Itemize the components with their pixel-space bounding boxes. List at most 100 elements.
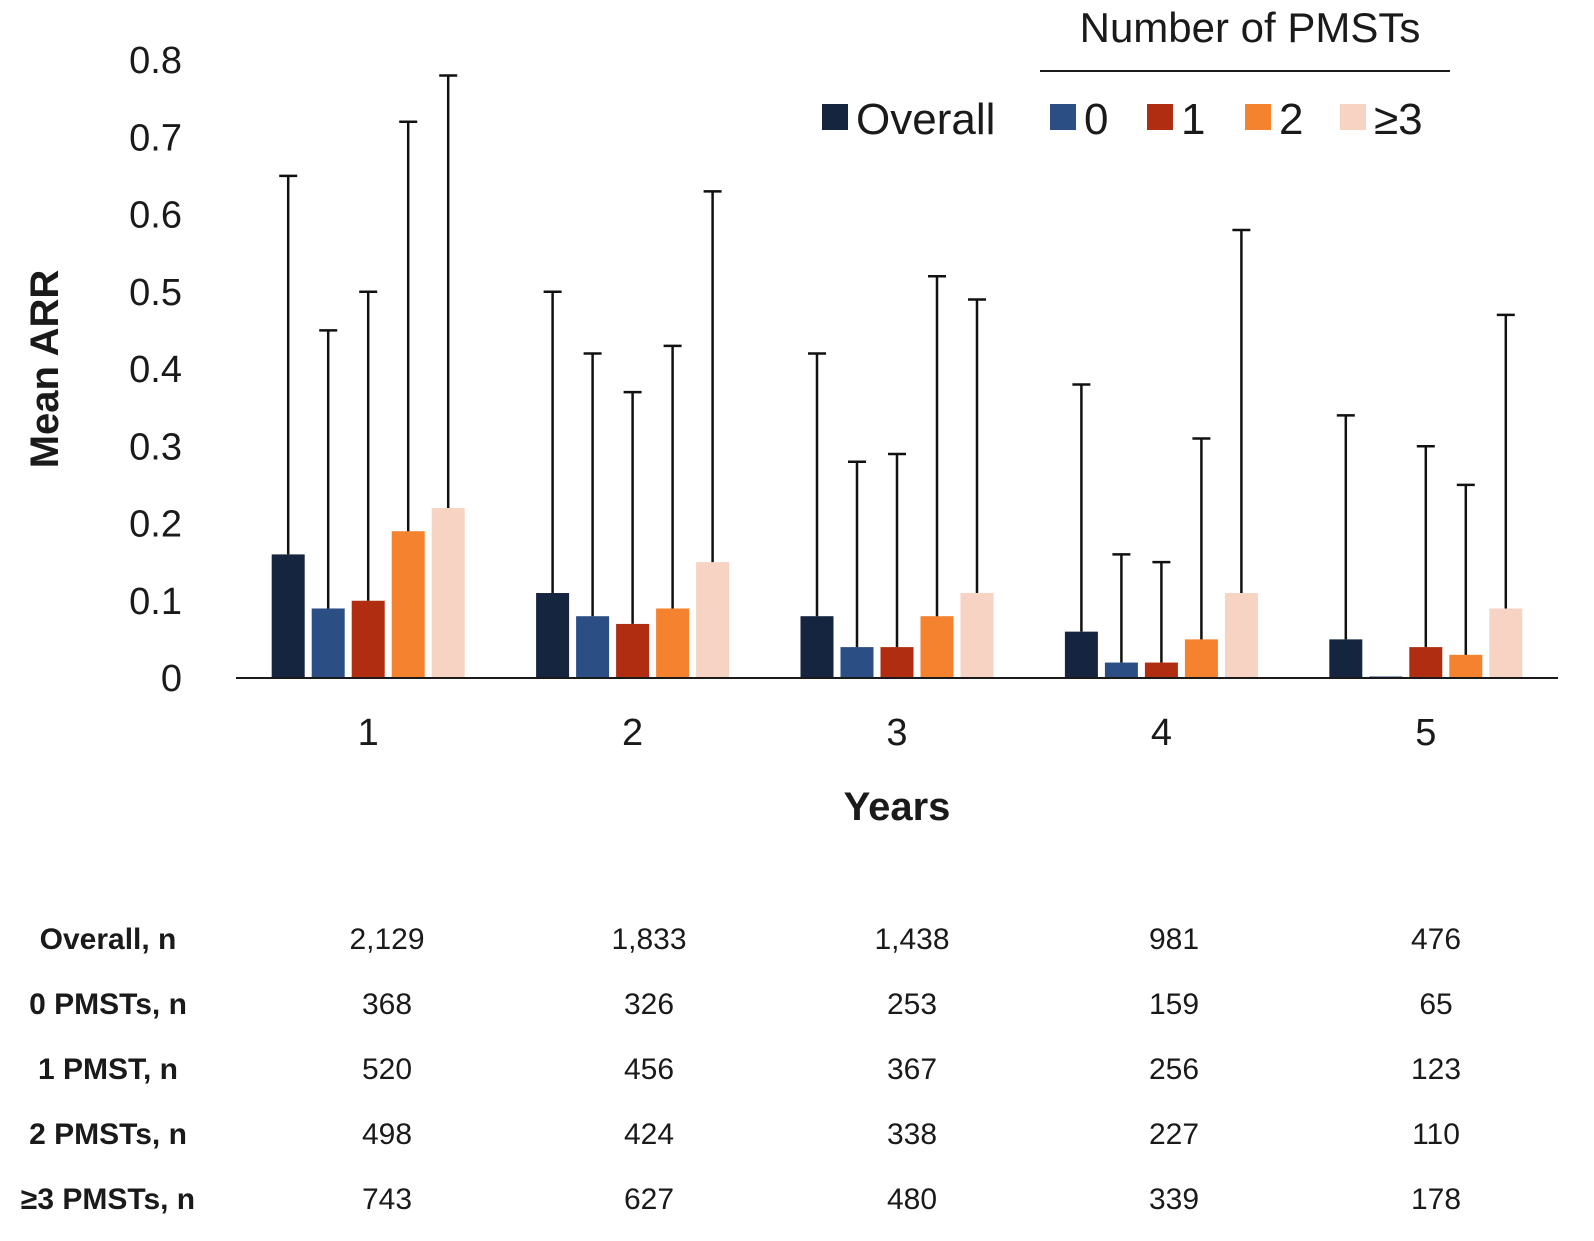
legend-title: Number of PMSTs xyxy=(1080,4,1421,51)
table-cell: 456 xyxy=(624,1053,674,1086)
y-tick-label: 0.5 xyxy=(129,272,182,314)
legend-swatch xyxy=(822,104,848,130)
x-tick-label: 5 xyxy=(1415,712,1436,754)
bar-year4-pmstge3 xyxy=(1224,593,1258,678)
error-bar xyxy=(1336,414,1355,640)
bar-year3-pmst1 xyxy=(880,647,914,678)
bar-year5-pmst1 xyxy=(1409,647,1443,678)
table-row-label: ≥3 PMSTs, n xyxy=(21,1183,195,1216)
table-row-label: Overall, n xyxy=(40,923,177,956)
x-axis-title: Years xyxy=(844,785,951,829)
bar-year1-pmst2 xyxy=(391,531,425,678)
error-bars xyxy=(279,74,1515,663)
bar-year3-pmst0 xyxy=(840,647,874,678)
y-tick-label: 0.2 xyxy=(129,504,182,546)
error-bar xyxy=(888,452,906,648)
error-bar xyxy=(319,329,338,609)
bar-year5-pmst2 xyxy=(1449,654,1483,678)
legend-label: 2 xyxy=(1279,95,1303,144)
legend-item: 1 xyxy=(1147,95,1205,144)
table-cell: 253 xyxy=(887,988,937,1021)
error-bar xyxy=(543,290,562,594)
table-row-label: 2 PMSTs, n xyxy=(29,1118,187,1151)
bar-year2-pmstge3 xyxy=(696,562,730,678)
error-bar xyxy=(1456,483,1475,655)
table-row: 1 PMST, n 520 456 367 256 123 xyxy=(38,1053,1461,1086)
error-bar xyxy=(663,344,682,609)
table-cell: 498 xyxy=(362,1118,412,1151)
bar-year4-pmst2 xyxy=(1184,639,1218,678)
bar-year4-pmst1 xyxy=(1144,662,1178,678)
table-cell: 2,129 xyxy=(349,923,424,956)
legend-item: 0 xyxy=(1050,95,1108,144)
bar-year3-overall xyxy=(800,616,834,678)
error-bar xyxy=(1192,437,1211,640)
table-cell: 1,438 xyxy=(874,923,949,956)
legend-item: 2 xyxy=(1245,95,1303,144)
table-cell: 476 xyxy=(1411,923,1461,956)
table-row-label: 1 PMST, n xyxy=(38,1053,178,1086)
error-bar xyxy=(439,74,458,509)
table-row: 0 PMSTs, n 368 326 253 159 65 xyxy=(29,988,1453,1021)
legend-swatch xyxy=(1340,104,1366,130)
error-bar xyxy=(968,298,986,594)
table-row: ≥3 PMSTs, n 743 627 480 339 178 xyxy=(21,1183,1461,1216)
legend-item: Overall xyxy=(822,95,995,144)
table-cell: 338 xyxy=(887,1118,937,1151)
error-bar xyxy=(279,174,298,555)
table-cell: 743 xyxy=(362,1183,412,1216)
y-tick-label: 0.7 xyxy=(129,117,182,159)
table-cell: 339 xyxy=(1149,1183,1199,1216)
table-cell: 981 xyxy=(1149,923,1199,956)
table-row-label: 0 PMSTs, n xyxy=(29,988,187,1021)
legend-swatch xyxy=(1147,104,1173,130)
error-bar xyxy=(1152,560,1171,663)
table-row: 2 PMSTs, n 498 424 338 227 110 xyxy=(29,1118,1460,1151)
table-cell: 256 xyxy=(1149,1053,1199,1086)
y-tick-label: 0.1 xyxy=(129,581,182,623)
y-tick-label: 0.8 xyxy=(129,40,182,82)
error-bar xyxy=(1232,228,1251,594)
x-tick-label: 4 xyxy=(1151,712,1172,754)
sample-size-table: Overall, n 2,129 1,833 1,438 981 476 0 PMSTs, … xyxy=(21,923,1461,1216)
legend-label: Overall xyxy=(856,95,995,144)
bar-year1-pmst1 xyxy=(351,600,385,678)
bar-year4-pmst0 xyxy=(1104,662,1138,678)
table-cell: 123 xyxy=(1411,1053,1461,1086)
bar-year2-pmst0 xyxy=(576,616,610,678)
table-cell: 178 xyxy=(1411,1183,1461,1216)
legend-label: 1 xyxy=(1181,95,1205,144)
table-cell: 367 xyxy=(887,1053,937,1086)
x-tick-label: 1 xyxy=(358,712,379,754)
legend-label: 0 xyxy=(1084,95,1108,144)
bar-year1-overall xyxy=(271,554,305,678)
error-bar xyxy=(928,275,946,617)
legend-swatch xyxy=(1245,104,1271,130)
table-cell: 627 xyxy=(624,1183,674,1216)
table-cell: 520 xyxy=(362,1053,412,1086)
error-bar xyxy=(808,352,826,617)
x-tick-label: 3 xyxy=(886,712,907,754)
error-bar xyxy=(1072,383,1091,632)
bar-year2-pmst2 xyxy=(656,608,690,678)
legend-swatch xyxy=(1050,104,1076,130)
bars xyxy=(271,508,1523,678)
bar-year2-pmst1 xyxy=(616,623,650,678)
bar-year1-pmstge3 xyxy=(431,508,465,678)
x-tick-label: 2 xyxy=(622,712,643,754)
table-cell: 110 xyxy=(1412,1118,1460,1151)
y-tick-label: 0.4 xyxy=(129,349,182,391)
bar-year2-overall xyxy=(536,593,570,678)
legend: Number of PMSTs Overall 0 1 2 ≥3 xyxy=(822,4,1450,144)
error-bar xyxy=(583,352,602,617)
error-bar xyxy=(399,120,418,532)
y-tick-label: 0.6 xyxy=(129,195,182,237)
bar-year4-overall xyxy=(1064,631,1098,678)
table-cell: 227 xyxy=(1149,1118,1199,1151)
table-row: Overall, n 2,129 1,833 1,438 981 476 xyxy=(40,923,1461,956)
table-cell: 326 xyxy=(624,988,674,1021)
legend-label: ≥3 xyxy=(1374,95,1423,144)
error-bar xyxy=(848,460,866,648)
error-bar xyxy=(1112,553,1131,663)
